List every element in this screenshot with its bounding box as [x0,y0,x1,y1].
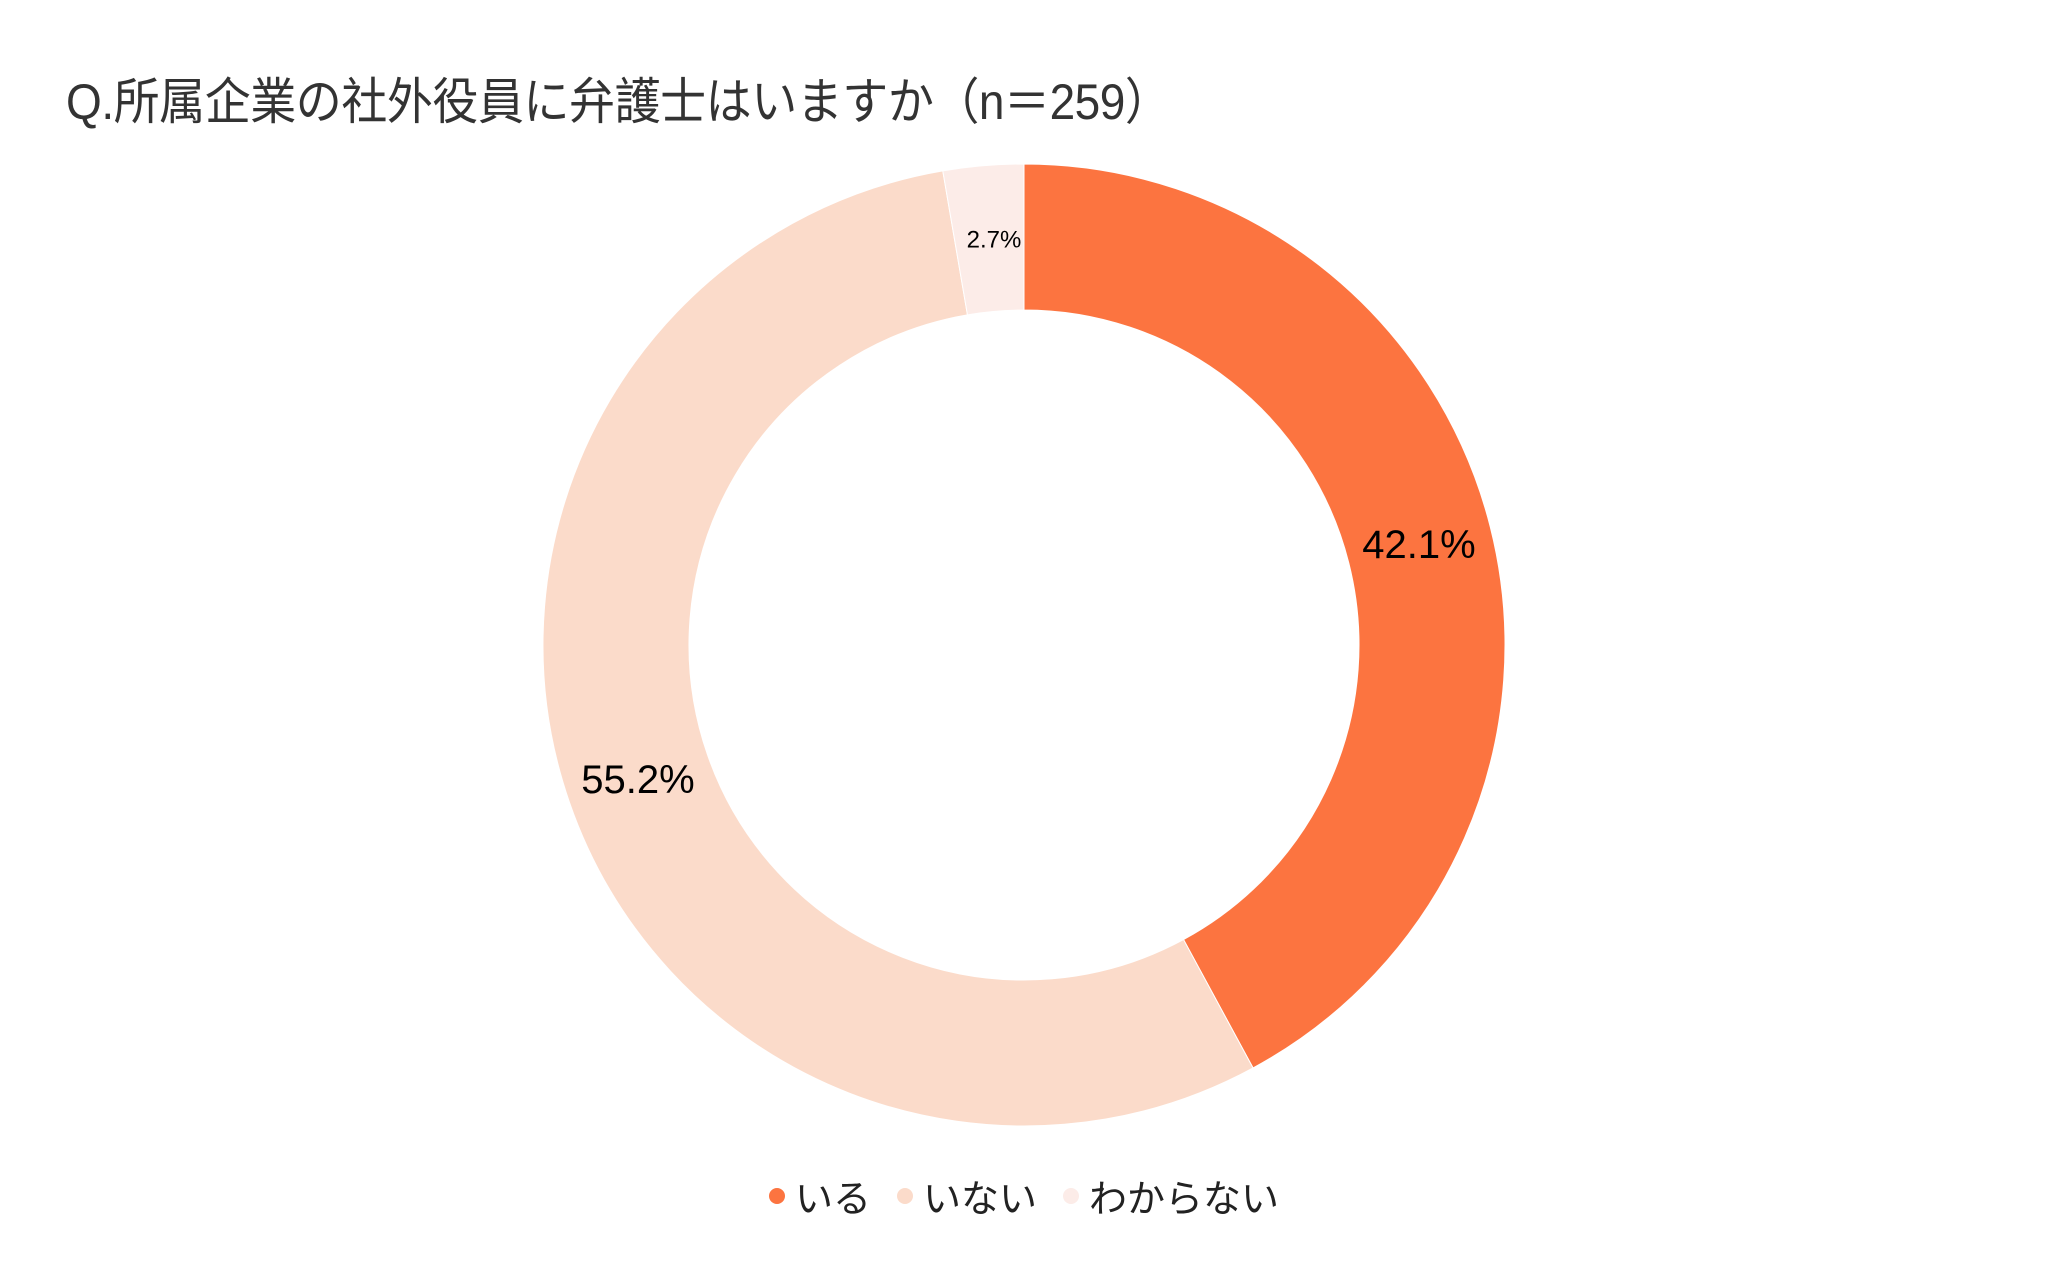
legend-item-iru[interactable]: いる [768,1168,871,1223]
legend-label: わからない [1089,1177,1280,1221]
slice-inai[interactable] [542,170,1254,1127]
legend: いる いない わからない [0,1168,2048,1223]
data-label: 55.2% [581,758,694,802]
legend-item-wakaranai[interactable]: わからない [1063,1168,1279,1223]
legend-label: いない [922,1177,1037,1221]
data-label: 42.1% [1362,523,1475,567]
chart-title: Q.所属企業の社外役員に弁護士はいますか（n＝259） [66,74,1171,130]
legend-dot-icon [768,1187,785,1204]
legend-dot-icon [896,1187,913,1204]
legend-dot-icon [1063,1187,1079,1204]
slice-wakaranai[interactable] [942,163,1025,316]
data-label: 2.7% [967,227,1022,254]
slice-iru[interactable] [1023,163,1506,1069]
legend-item-inai[interactable]: いない [896,1168,1037,1223]
legend-label: いる [794,1177,871,1221]
